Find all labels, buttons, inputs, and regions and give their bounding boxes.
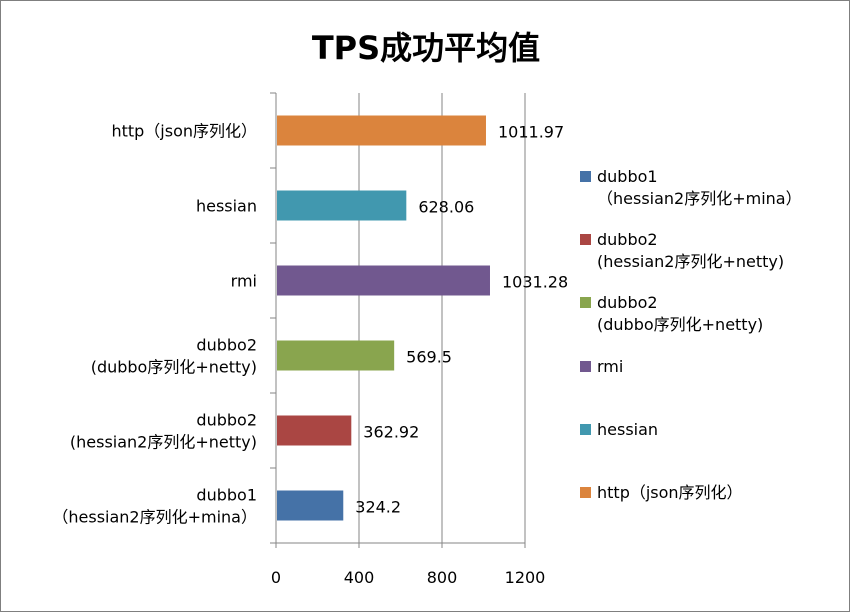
- category-label: (hessian2序列化+netty): [70, 433, 257, 452]
- legend-label: (hessian2序列化+netty): [597, 252, 784, 271]
- legend-swatch: [580, 361, 591, 372]
- category-label: dubbo2: [196, 336, 257, 355]
- category-label: dubbo2: [196, 411, 257, 430]
- bar: [277, 490, 344, 521]
- x-tick-label: 400: [344, 568, 375, 587]
- legend-swatch: [580, 487, 591, 498]
- chart-title: TPS成功平均值: [311, 29, 541, 67]
- data-label: 628.06: [418, 198, 474, 217]
- data-label: 1031.28: [502, 273, 568, 292]
- legend-label: rmi: [597, 357, 623, 376]
- category-label: http（json序列化）: [111, 122, 257, 141]
- bar: [277, 340, 395, 371]
- bar: [277, 415, 352, 446]
- data-label: 324.2: [355, 498, 401, 517]
- legend-label: hessian: [597, 420, 658, 439]
- legend-swatch: [580, 297, 591, 308]
- category-label: dubbo1: [196, 486, 257, 505]
- legend-swatch: [580, 171, 591, 182]
- legend-label: dubbo2: [597, 293, 658, 312]
- category-label: （hessian2序列化+mina）: [52, 508, 257, 527]
- x-tick-label: 0: [271, 568, 281, 587]
- legend-label: （hessian2序列化+mina）: [597, 189, 802, 208]
- bar: [277, 190, 407, 221]
- data-label: 569.5: [406, 348, 452, 367]
- legend-label: dubbo2: [597, 230, 658, 249]
- legend-label: dubbo1: [597, 167, 658, 186]
- category-label: (dubbo序列化+netty): [91, 358, 257, 377]
- legend-label: (dubbo序列化+netty): [597, 315, 763, 334]
- data-label: 362.92: [363, 423, 419, 442]
- legend-swatch: [580, 424, 591, 435]
- category-label: hessian: [196, 197, 257, 216]
- x-tick-label: 1200: [505, 568, 546, 587]
- data-label: 1011.97: [498, 123, 564, 142]
- bar: [277, 265, 490, 296]
- bar: [277, 115, 486, 146]
- legend-label: http（json序列化）: [597, 483, 743, 502]
- x-tick-label: 800: [427, 568, 458, 587]
- category-label: rmi: [231, 272, 257, 291]
- legend-swatch: [580, 234, 591, 245]
